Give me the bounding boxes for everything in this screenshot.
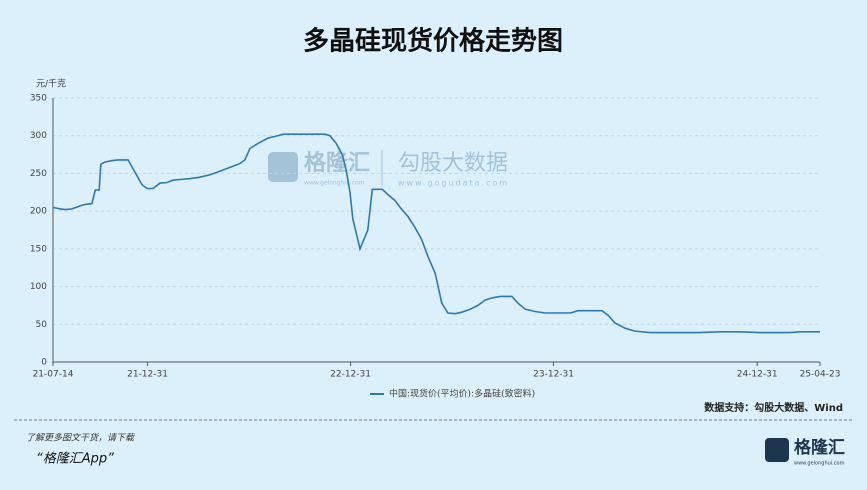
watermark: 格隆汇 www.gelonghui.com 勾股大数据 www.gogudata… <box>268 150 509 188</box>
x-tick-label: 25-04-23 <box>800 370 841 380</box>
x-tick-label: 21-07-14 <box>33 370 74 380</box>
watermark-brand: 格隆汇 <box>304 150 370 176</box>
y-tick-label: 150 <box>30 244 47 254</box>
footer-logo-url: www.gelonghui.com <box>794 461 845 467</box>
y-tick-label: 0 <box>41 358 47 368</box>
x-tick-label: 22-12-31 <box>330 370 371 380</box>
watermark-partner-url: www.gogudata.com <box>398 179 509 188</box>
y-tick-label: 350 <box>30 94 47 104</box>
y-tick-label: 100 <box>30 282 47 292</box>
footer-note: 了解更多图文干货，请下载 <box>26 433 135 444</box>
y-tick-label: 200 <box>30 207 47 217</box>
line-series <box>52 133 820 334</box>
x-tick-label: 23-12-31 <box>533 370 574 380</box>
watermark-icon <box>268 152 298 182</box>
watermark-partner: 勾股大数据 <box>398 151 508 176</box>
x-tick-label: 21-12-31 <box>127 370 168 380</box>
footer-logo: 格隆汇 <box>794 437 845 458</box>
y-tick-label: 50 <box>36 320 48 330</box>
chart-title: 多晶硅现货价格走势图 <box>303 26 563 57</box>
source: 数据支持：勾股大数据、Wind <box>704 401 843 414</box>
footer-logo-icon <box>765 438 789 462</box>
footer-app: “格隆汇App” <box>36 452 114 467</box>
y-tick-label: 300 <box>30 131 47 141</box>
watermark-url: www.gelonghui.com <box>304 180 365 187</box>
legend-label: 中国:现货价(平均价):多晶硅(致密料) <box>389 388 535 400</box>
y-axis-label: 元/千克 <box>36 79 66 90</box>
y-tick-label: 250 <box>30 169 47 179</box>
x-tick-label: 24-12-31 <box>737 370 778 380</box>
